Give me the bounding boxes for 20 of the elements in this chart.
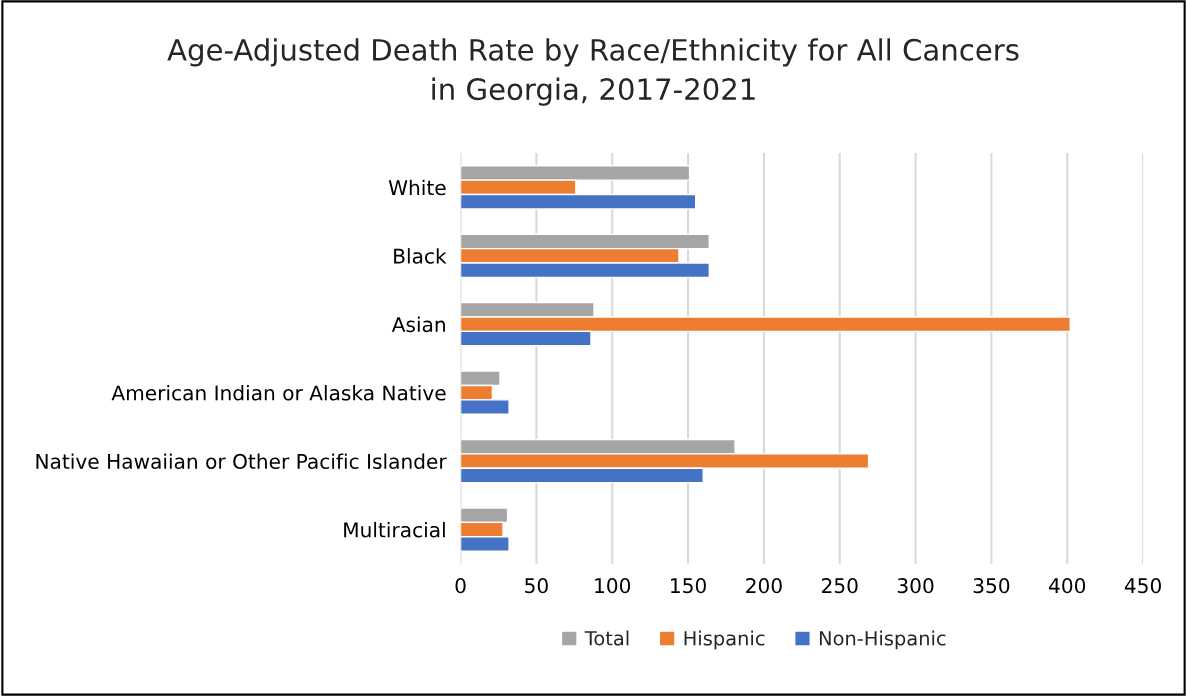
- x-tick-label: 0: [455, 578, 466, 594]
- x-tick-label: 250: [821, 578, 858, 594]
- legend-label: Non-Hispanic: [819, 630, 946, 650]
- x-tick-label: 100: [595, 578, 631, 594]
- y-tick-label: Multiracial: [344, 521, 445, 538]
- x-tick-label: 400: [1049, 578, 1086, 594]
- x-tick-label: 350: [973, 578, 1010, 594]
- x-tick-label: 300: [897, 578, 934, 594]
- y-tick-label: Native Hawaiian or Other Pacific Islander: [36, 453, 447, 470]
- y-tick-label: Black: [394, 248, 447, 264]
- y-tick-label: White: [388, 179, 446, 196]
- legend-label: Total: [584, 630, 629, 646]
- y-tick-label: American Indian or Alaska Native: [111, 385, 446, 401]
- x-tick-label: 200: [746, 578, 782, 594]
- x-tick-label: 450: [1124, 578, 1161, 594]
- y-tick-label: Asian: [391, 316, 445, 333]
- chart-title: Age-Adjusted Death Rate by Race/Ethnicity for All Cancers in Georgia, 2017-2021: [167, 38, 1019, 106]
- legend-label: Hispanic: [684, 630, 765, 650]
- x-tick-label: 150: [671, 578, 706, 594]
- x-tick-label: 50: [525, 578, 548, 594]
